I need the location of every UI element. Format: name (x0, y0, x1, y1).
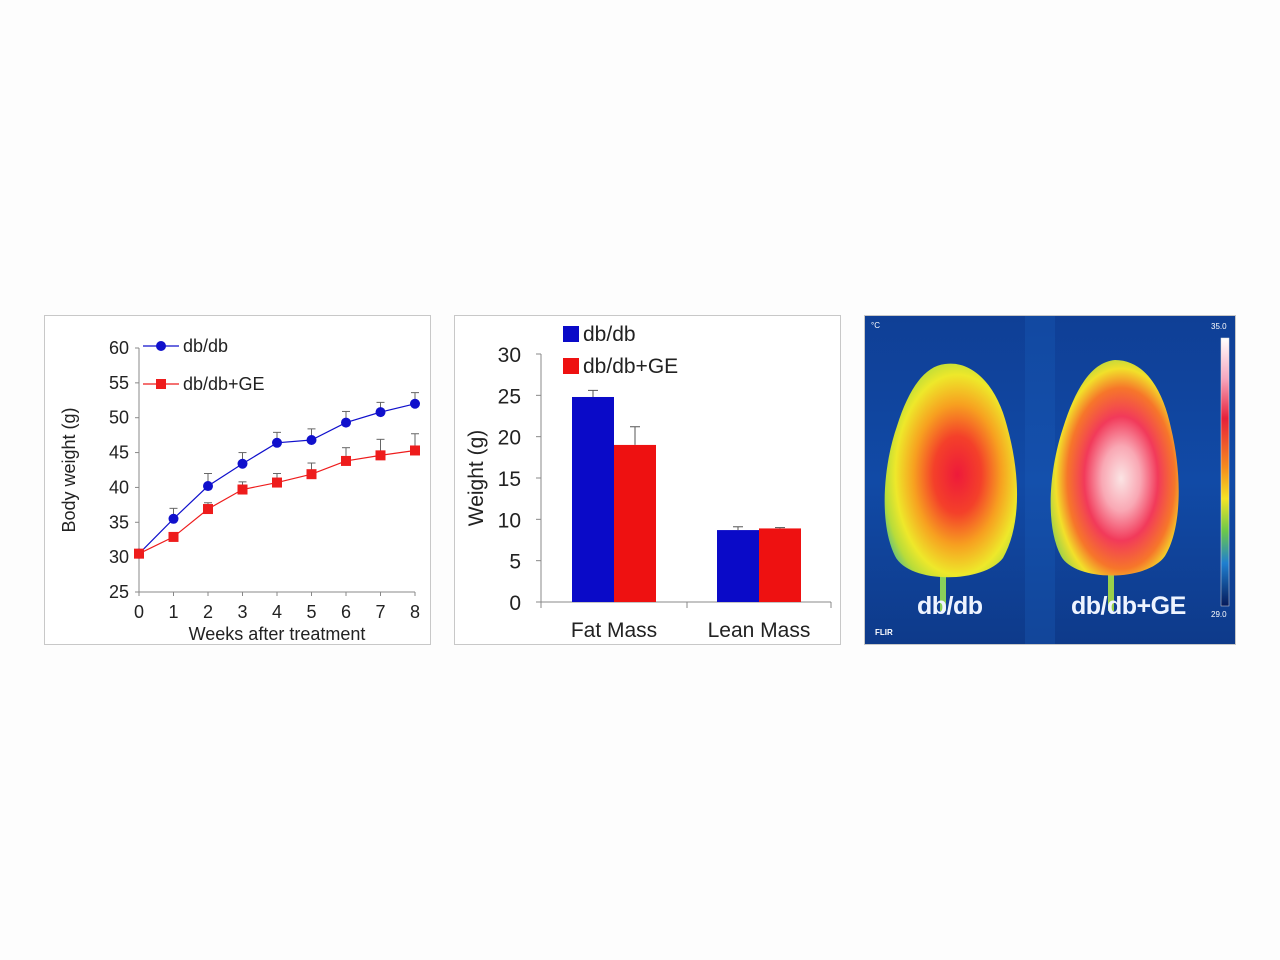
mouse-tail-left (940, 561, 946, 611)
data-point (410, 445, 420, 456)
x-tick-label: 5 (306, 602, 316, 622)
y-tick-label: 10 (498, 509, 521, 532)
data-point (306, 435, 317, 446)
legend-swatch (563, 326, 579, 342)
data-point (410, 398, 420, 409)
x-tick-label: 4 (272, 602, 282, 622)
data-point (203, 504, 213, 515)
legend-label: db/db+GE (183, 374, 265, 394)
thermal-label-db: db/db (917, 592, 983, 620)
temperature-unit: °C (871, 321, 880, 330)
data-point (341, 455, 351, 466)
legend-label: db/db (583, 323, 636, 346)
data-point (375, 407, 386, 418)
body-weight-chart-panel: 25 30 35 40 45 50 55 60 0 1 2 3 4 5 6 7 8 Weeks after tre… (44, 315, 431, 645)
y-tick-label: 45 (109, 443, 129, 463)
data-point (237, 458, 248, 469)
y-axis-title: Body weight (g) (59, 407, 79, 532)
body-composition-chart-panel: 0 5 10 15 20 25 30 Weight (g) Fat Mass Lean Mass d… (454, 315, 841, 645)
x-tick-label: 8 (410, 602, 420, 622)
thermal-divider (1025, 316, 1055, 644)
bar (717, 530, 759, 602)
y-tick-label: 20 (498, 427, 521, 450)
y-tick-label: 35 (109, 512, 129, 532)
x-tick-label: 3 (237, 602, 247, 622)
x-tick-label: 6 (341, 602, 351, 622)
body-composition-chart: 0 5 10 15 20 25 30 Weight (g) Fat Mass Lean Mass d… (465, 323, 832, 642)
legend-label: db/db+GE (583, 355, 678, 378)
bar (614, 444, 656, 602)
mouse-left-thermal (884, 363, 1018, 578)
category-label: Lean Mass (708, 619, 811, 642)
x-tick-label: 2 (203, 602, 213, 622)
data-point (203, 481, 213, 492)
bar (759, 528, 801, 602)
thermal-label-dbge: db/db+GE (1071, 592, 1186, 620)
legend-swatch (563, 358, 579, 374)
y-tick-label: 30 (498, 344, 521, 367)
temperature-scale-bar (1220, 337, 1230, 607)
thermal-image (865, 316, 1235, 644)
data-point (306, 469, 317, 480)
scale-max-label: 35.0 (1211, 322, 1227, 331)
bar (572, 396, 614, 602)
thermal-image-panel: db/db db/db+GE °C 35.0 29.0 FLIR (864, 315, 1236, 645)
legend-marker (156, 379, 166, 389)
legend-marker (156, 341, 166, 351)
series-line (138, 449, 416, 555)
data-point (272, 437, 282, 448)
x-tick-label: 1 (168, 602, 178, 622)
y-tick-label: 25 (498, 385, 521, 408)
flir-logo: FLIR (875, 628, 893, 637)
y-tick-label: 15 (498, 468, 521, 491)
data-point (341, 417, 351, 428)
y-tick-label: 60 (109, 338, 129, 358)
mouse-right-thermal (1050, 360, 1179, 576)
data-point (272, 477, 282, 488)
x-tick-label: 0 (134, 602, 144, 622)
y-tick-label: 40 (109, 477, 129, 497)
mouse-tail-right (1108, 561, 1114, 611)
data-point (375, 450, 386, 461)
y-tick-label: 0 (509, 592, 521, 615)
scale-min-label: 29.0 (1211, 610, 1227, 619)
y-tick-label: 25 (109, 582, 129, 602)
data-point (168, 531, 179, 542)
y-tick-label: 30 (109, 547, 129, 567)
y-tick-label: 55 (109, 373, 129, 393)
y-axis-title: Weight (g) (465, 430, 488, 526)
x-tick-label: 7 (375, 602, 385, 622)
data-point (237, 484, 248, 495)
x-axis-title: Weeks after treatment (189, 624, 366, 644)
y-tick-label: 5 (509, 551, 521, 574)
data-point (134, 548, 144, 559)
y-tick-label: 50 (109, 408, 129, 428)
data-point (168, 513, 179, 524)
category-label: Fat Mass (571, 619, 657, 642)
legend-label: db/db (183, 336, 228, 356)
